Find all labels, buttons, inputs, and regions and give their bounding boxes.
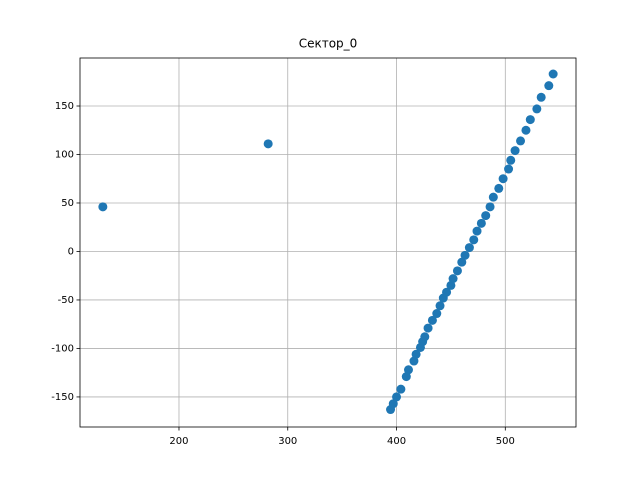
point (536, 92, 546, 102)
point (494, 183, 504, 193)
point (435, 301, 445, 311)
point (396, 384, 406, 394)
y-tick-label: 50 (61, 198, 74, 209)
point (263, 139, 273, 149)
point (464, 243, 474, 253)
point (485, 202, 495, 212)
point (457, 257, 467, 267)
point (481, 211, 491, 221)
point (498, 174, 508, 184)
point (510, 146, 520, 156)
y-tick-label: -150 (51, 392, 74, 403)
point (460, 250, 470, 260)
x-tick-label: 400 (387, 436, 406, 447)
point (446, 280, 456, 290)
point (476, 218, 486, 228)
y-tick-label: 0 (68, 246, 74, 257)
point (488, 192, 498, 202)
point (548, 69, 558, 79)
point (525, 115, 535, 125)
point (544, 81, 554, 91)
point (504, 164, 514, 174)
chart-title: Сектор_0 (299, 37, 358, 51)
point (448, 274, 458, 284)
x-tick-label: 300 (278, 436, 297, 447)
point (469, 235, 479, 245)
point (521, 125, 531, 135)
point (427, 315, 437, 325)
point (532, 104, 542, 114)
x-tick-label: 500 (496, 436, 515, 447)
plot-frame (79, 57, 577, 428)
point (409, 356, 419, 366)
point (403, 365, 413, 375)
point (392, 392, 402, 402)
point (401, 372, 411, 382)
point (506, 155, 516, 165)
point (472, 226, 482, 236)
point (388, 399, 398, 409)
point (420, 332, 430, 342)
y-tick-label: 150 (55, 101, 74, 112)
y-tick-label: -50 (58, 295, 74, 306)
point (98, 202, 108, 212)
y-tick-label: 100 (55, 149, 74, 160)
point (442, 287, 452, 297)
point (423, 323, 433, 333)
point (432, 309, 442, 319)
point (411, 349, 421, 359)
y-tick-label: -100 (51, 343, 74, 354)
point (516, 136, 526, 146)
point (452, 266, 462, 276)
x-tick-label: 200 (169, 436, 188, 447)
